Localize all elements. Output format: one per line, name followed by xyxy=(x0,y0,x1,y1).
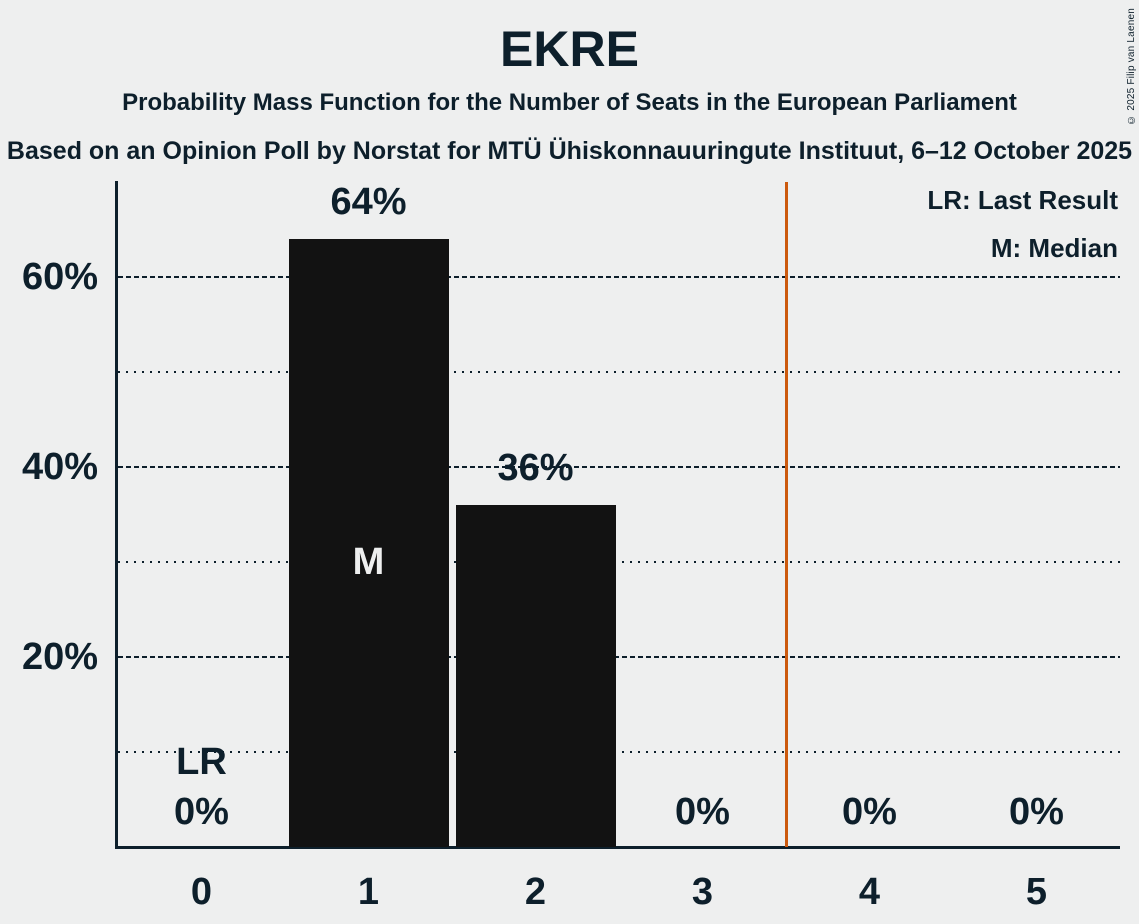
x-tick-label-5: 5 xyxy=(1025,871,1048,913)
legend-last-result: LR: Last Result xyxy=(927,185,1118,215)
gridline-30 xyxy=(118,561,1120,563)
chart-title: EKRE xyxy=(500,21,639,77)
gridline-50 xyxy=(118,371,1120,373)
y-tick-label-40: 40% xyxy=(21,446,98,488)
x-axis-line xyxy=(115,846,1120,849)
gridline-60 xyxy=(118,276,1120,278)
bar-value-label-3: 0% xyxy=(675,791,730,833)
y-tick-label-60: 60% xyxy=(21,256,98,298)
x-tick-label-0: 0 xyxy=(190,871,213,913)
median-marker: M xyxy=(352,541,385,583)
x-tick-label-3: 3 xyxy=(691,871,714,913)
bar-value-label-4: 0% xyxy=(842,791,897,833)
chart-source-line: Based on an Opinion Poll by Norstat for … xyxy=(6,137,1133,165)
bar-value-label-2: 36% xyxy=(497,447,574,489)
bar-value-label-5: 0% xyxy=(1009,791,1064,833)
x-tick-label-2: 2 xyxy=(524,871,547,913)
legend: LR: Last Result M: Median xyxy=(927,176,1118,272)
last-result-marker: LR xyxy=(176,740,227,783)
gridline-20 xyxy=(118,656,1120,658)
last-result-line xyxy=(784,182,788,847)
plot-area: 0% 64% 36% 0% 0% 0% M LR xyxy=(118,182,1120,847)
bar-value-label-0: 0% xyxy=(174,791,229,833)
gridline-40 xyxy=(118,466,1120,468)
legend-median: M: Median xyxy=(990,233,1118,263)
bar-seat-1 xyxy=(288,239,449,847)
bar-value-label-1: 64% xyxy=(330,181,407,223)
x-tick-label-1: 1 xyxy=(357,871,380,913)
bar-seat-2 xyxy=(455,505,616,847)
x-tick-label-4: 4 xyxy=(858,871,881,913)
gridline-10 xyxy=(118,751,1120,753)
y-axis-line xyxy=(115,181,118,847)
chart-subtitle: Probability Mass Function for the Number… xyxy=(122,89,1017,116)
y-tick-label-20: 20% xyxy=(21,636,98,678)
